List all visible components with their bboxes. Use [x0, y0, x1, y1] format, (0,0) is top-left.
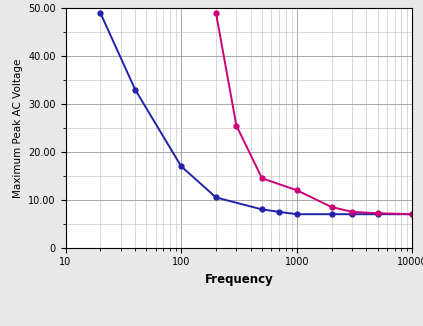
AR, BR = ISO COM [349, 210, 354, 214]
X-axis label: Frequency: Frequency [205, 273, 273, 286]
AR, BR open [179, 164, 184, 168]
AR, BR open [133, 88, 138, 92]
AR, BR open [276, 210, 281, 214]
AR, BR open [259, 207, 264, 211]
AR, BR open [214, 196, 219, 200]
Line: AR, BR = ISO COM: AR, BR = ISO COM [214, 10, 415, 217]
Y-axis label: Maximum Peak AC Voltage: Maximum Peak AC Voltage [13, 58, 23, 198]
AR, BR open [329, 212, 334, 216]
AR, BR = ISO COM [214, 11, 219, 15]
AR, BR open [294, 212, 299, 216]
AR, BR open [98, 11, 103, 15]
AR, BR open [349, 212, 354, 216]
AR, BR = ISO COM [375, 211, 380, 215]
AR, BR = ISO COM [259, 176, 264, 180]
AR, BR = ISO COM [329, 205, 334, 209]
AR, BR open [375, 212, 380, 216]
AR, BR = ISO COM [294, 188, 299, 192]
AR, BR = ISO COM [410, 212, 415, 216]
AR, BR open [410, 212, 415, 216]
Line: AR, BR open: AR, BR open [98, 10, 415, 217]
AR, BR = ISO COM [234, 124, 239, 127]
